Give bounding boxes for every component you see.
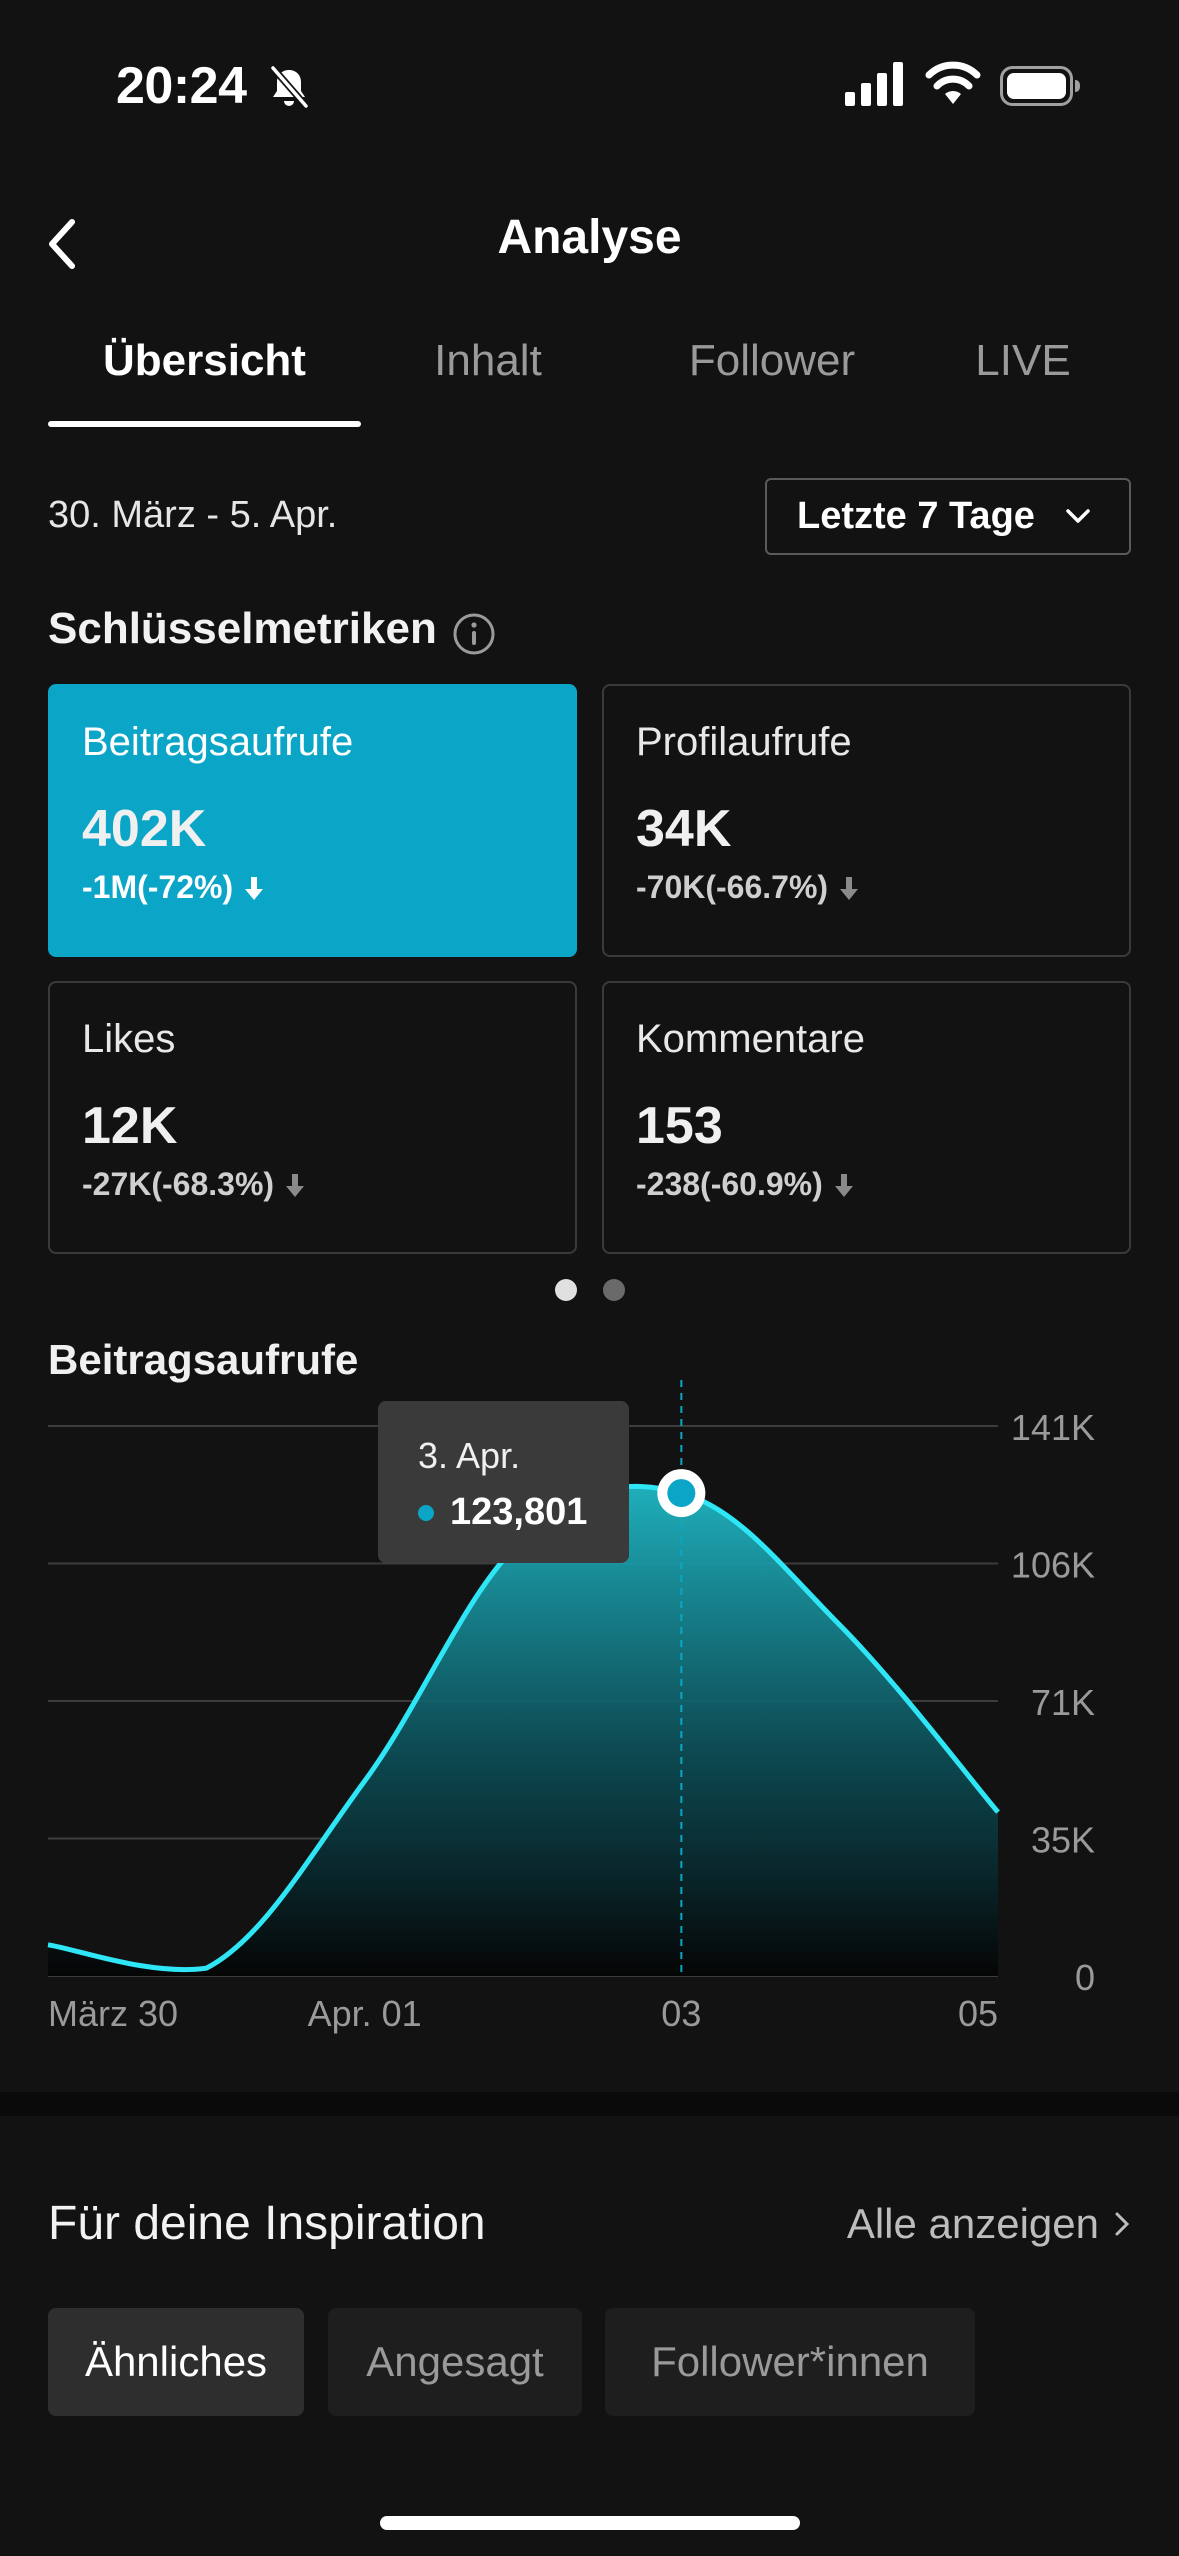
info-icon[interactable] bbox=[452, 612, 496, 656]
tooltip-value: 123,801 bbox=[450, 1491, 588, 1533]
data-point[interactable] bbox=[992, 1806, 1004, 1818]
tooltip-date: 3. Apr. bbox=[418, 1435, 521, 1476]
tab-bar: Übersicht Inhalt Follower LIVE bbox=[48, 336, 1131, 426]
chip-trending[interactable]: Angesagt bbox=[328, 2308, 582, 2416]
arrow-down-icon bbox=[840, 876, 859, 900]
metric-change: -238(-60.9%) bbox=[636, 1166, 1129, 1203]
metric-change: -27K(-68.3%) bbox=[82, 1166, 575, 1203]
y-tick-label: 0 bbox=[1075, 1957, 1095, 1998]
metric-label: Likes bbox=[82, 1017, 176, 1061]
metric-change-text: -27K(-68.3%) bbox=[82, 1166, 275, 1202]
data-point[interactable] bbox=[200, 1962, 212, 1974]
tab-follower[interactable]: Follower bbox=[688, 336, 856, 385]
show-all-label: Alle anzeigen bbox=[846, 2200, 1099, 2247]
key-metrics-title: Schlüsselmetriken bbox=[48, 604, 437, 653]
section-divider bbox=[0, 2092, 1179, 2116]
range-select-value: Letzte 7 Tage bbox=[797, 495, 1035, 537]
chevron-right-icon bbox=[1115, 2212, 1130, 2236]
arrow-down-icon bbox=[834, 1173, 853, 1197]
metric-change: -70K(-66.7%) bbox=[636, 869, 1129, 906]
date-range: 30. März - 5. Apr. bbox=[48, 494, 338, 536]
y-tick-label: 35K bbox=[1031, 1820, 1095, 1861]
chip-similar[interactable]: Ähnliches bbox=[48, 2308, 304, 2416]
page-title: Analyse bbox=[497, 211, 682, 264]
x-tick-label: 03 bbox=[661, 1993, 701, 2034]
page-indicator[interactable] bbox=[555, 1279, 625, 1301]
metric-card-comments[interactable]: Kommentare 153 -238(-60.9%) bbox=[602, 981, 1131, 1254]
metric-card-post-views[interactable]: Beitragsaufrufe 402K -1M(-72%) bbox=[48, 684, 577, 957]
tab-live[interactable]: LIVE bbox=[975, 336, 1071, 385]
metric-value: 12K bbox=[82, 1097, 178, 1155]
y-tick-label: 71K bbox=[1031, 1682, 1095, 1723]
inspiration-title: Für deine Inspiration bbox=[48, 2197, 486, 2250]
status-time: 20:24 bbox=[116, 57, 247, 115]
metric-value: 153 bbox=[636, 1097, 723, 1155]
signal-icon bbox=[845, 62, 903, 106]
back-button[interactable] bbox=[40, 212, 88, 276]
metric-label: Beitragsaufrufe bbox=[82, 720, 354, 764]
chart-title: Beitragsaufrufe bbox=[48, 1336, 359, 1383]
page-dot-active[interactable] bbox=[555, 1279, 577, 1301]
active-tab-indicator bbox=[48, 421, 361, 427]
x-tick-label: März 30 bbox=[48, 1993, 178, 2034]
area-fill bbox=[48, 1486, 998, 1976]
range-select[interactable]: Letzte 7 Tage bbox=[765, 478, 1131, 555]
metric-change-text: -70K(-66.7%) bbox=[636, 869, 829, 905]
y-tick-label: 106K bbox=[1011, 1545, 1095, 1586]
chip-followers[interactable]: Follower*innen bbox=[605, 2308, 975, 2416]
metric-change: -1M(-72%) bbox=[82, 869, 575, 906]
y-tick-label: 141K bbox=[1011, 1407, 1095, 1448]
chevron-down-icon bbox=[1066, 509, 1090, 523]
x-tick-label: 05 bbox=[958, 1993, 998, 2034]
tooltip-series-dot bbox=[418, 1504, 434, 1521]
metric-label: Kommentare bbox=[636, 1017, 865, 1061]
status-bar: 20:24 bbox=[0, 0, 1179, 170]
chart-tooltip: 3. Apr. 123,801 bbox=[378, 1401, 629, 1563]
data-point[interactable] bbox=[42, 1939, 54, 1951]
data-point[interactable] bbox=[834, 1619, 846, 1631]
metric-change-text: -1M(-72%) bbox=[82, 869, 234, 905]
metric-card-profile-views[interactable]: Profilaufrufe 34K -70K(-66.7%) bbox=[602, 684, 1131, 957]
battery-icon bbox=[1000, 66, 1080, 106]
metric-change-text: -238(-60.9%) bbox=[636, 1166, 823, 1202]
bell-slash-icon bbox=[270, 65, 309, 109]
home-indicator[interactable] bbox=[380, 2516, 800, 2530]
metric-card-likes[interactable]: Likes 12K -27K(-68.3%) bbox=[48, 981, 577, 1254]
page-dot[interactable] bbox=[603, 1279, 625, 1301]
metric-label: Profilaufrufe bbox=[636, 720, 852, 764]
tab-content[interactable]: Inhalt bbox=[434, 336, 542, 385]
tab-overview[interactable]: Übersicht bbox=[103, 336, 306, 385]
x-tick-label: Apr. 01 bbox=[308, 1993, 422, 2034]
arrow-down-icon bbox=[245, 876, 264, 900]
metric-value: 402K bbox=[82, 800, 207, 858]
data-point[interactable] bbox=[359, 1775, 371, 1787]
wifi-icon bbox=[925, 61, 981, 104]
arrow-down-icon bbox=[286, 1173, 305, 1197]
show-all-link[interactable]: Alle anzeigen bbox=[847, 2200, 1131, 2248]
post-views-chart[interactable]: 0 35K 71K 106K 141K März 30 Apr. 01 03 05 bbox=[0, 1380, 1179, 2040]
metric-value: 34K bbox=[636, 800, 732, 858]
highlight-marker bbox=[667, 1479, 696, 1508]
